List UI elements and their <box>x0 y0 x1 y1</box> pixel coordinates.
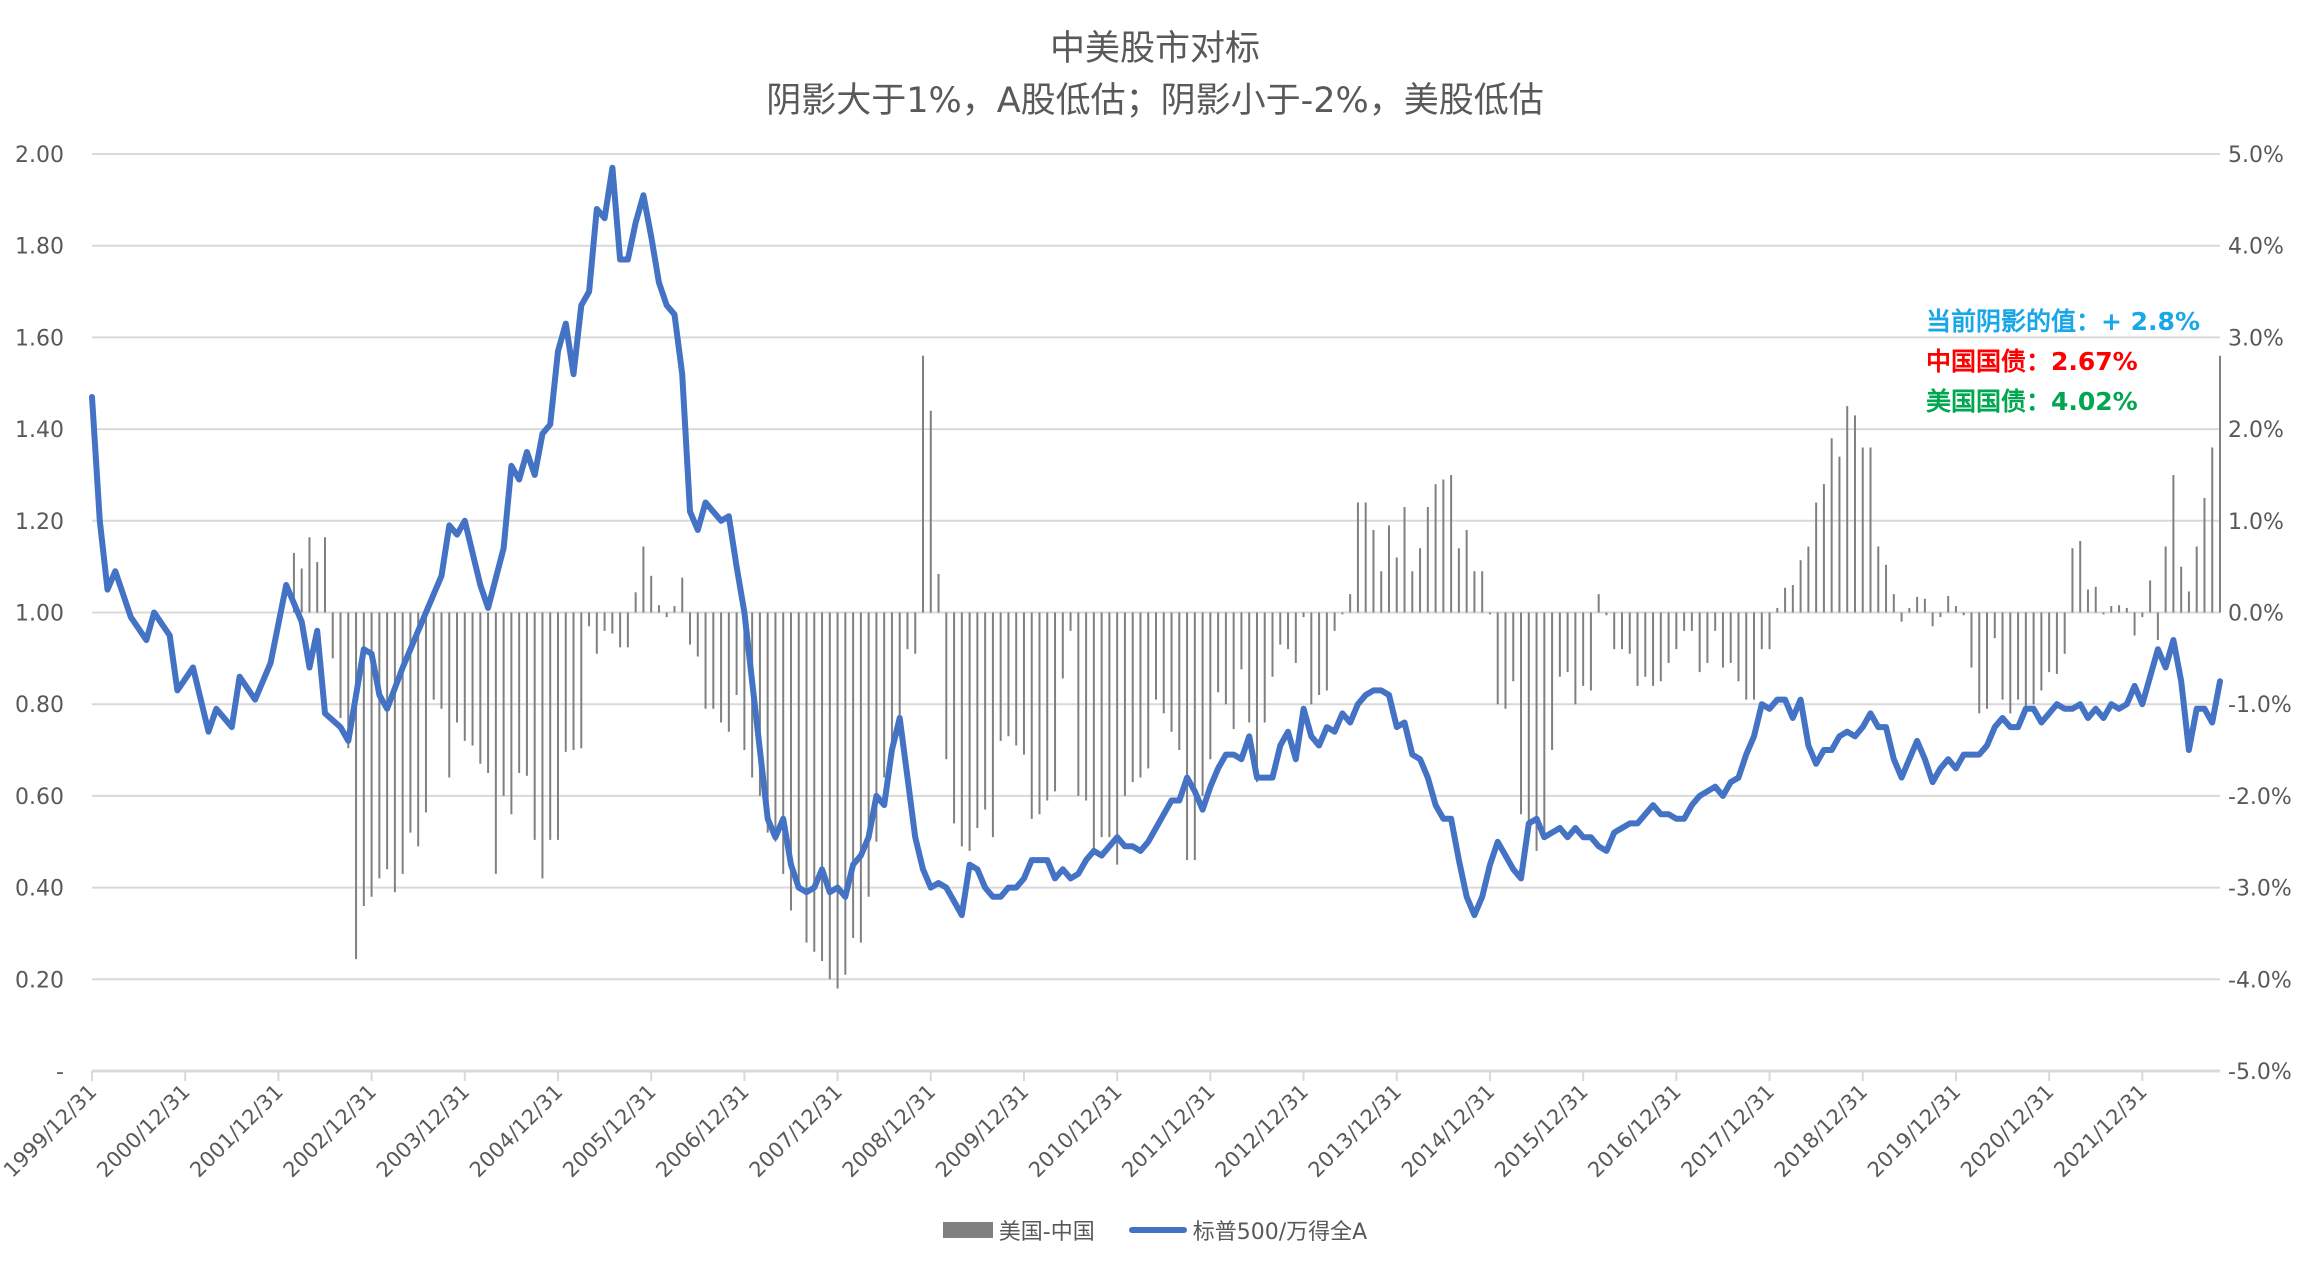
x-tick-label: 2016/12/31 <box>1583 1080 1686 1183</box>
y-left-tick-label: 0.60 <box>15 785 64 810</box>
y-left-tick-label: - <box>56 1060 64 1085</box>
y-left-tick-label: 2.00 <box>15 143 64 168</box>
x-tick-label: 1999/12/31 <box>0 1080 102 1183</box>
legend-label: 美国-中国 <box>998 1220 1095 1245</box>
legend-item-line[interactable]: 标普500/万得全A <box>1128 1214 1368 1246</box>
x-tick-label: 2012/12/31 <box>1211 1080 1314 1183</box>
x-tick-label: 2013/12/31 <box>1304 1080 1407 1183</box>
y-right-tick-label: 2.0% <box>2228 418 2284 443</box>
legend: 美国-中国 标普500/万得全A <box>0 1214 2310 1246</box>
series-line <box>89 164 2223 919</box>
chart-subtitle: 阴影大于1%，A股低估；阴影小于-2%，美股低估 <box>766 81 1544 121</box>
x-tick-label: 2009/12/31 <box>931 1080 1034 1183</box>
x-tick-label: 2010/12/31 <box>1024 1080 1127 1183</box>
x-tick-label: 2014/12/31 <box>1397 1080 1500 1183</box>
x-tick-label: 2017/12/31 <box>1677 1080 1780 1183</box>
y-left-tick-label: 1.80 <box>15 235 64 260</box>
y-right-tick-label: 4.0% <box>2228 235 2284 260</box>
y-right-tick-label: -2.0% <box>2228 785 2292 810</box>
x-tick-label: 2018/12/31 <box>1770 1080 1873 1183</box>
y-left-tick-label: 1.40 <box>15 418 64 443</box>
x-tick-label: 2001/12/31 <box>185 1080 288 1183</box>
x-tick-label: 2004/12/31 <box>465 1080 568 1183</box>
annotation-us-bond: 美国国债：4.02% <box>1926 387 2138 416</box>
x-tick-label: 2002/12/31 <box>279 1080 382 1183</box>
y-right-tick-label: -1.0% <box>2228 693 2292 718</box>
y-left-tick-label: 1.60 <box>15 326 64 351</box>
x-tick-label: 2006/12/31 <box>651 1080 754 1183</box>
y-left-tick-label: 0.40 <box>15 877 64 902</box>
x-tick-label: 2021/12/31 <box>2049 1080 2152 1183</box>
legend-line-swatch <box>1128 1227 1187 1233</box>
y-right-tick-label: 0.0% <box>2228 602 2284 627</box>
legend-item-bars[interactable]: 美国-中国 <box>942 1214 1095 1246</box>
x-tick-label: 2007/12/31 <box>745 1080 848 1183</box>
y-left-tick-label: 1.00 <box>15 602 64 627</box>
x-tick-label: 2008/12/31 <box>838 1080 941 1183</box>
x-tick-label: 2005/12/31 <box>558 1080 661 1183</box>
legend-bar-swatch <box>942 1222 993 1238</box>
y-right-tick-label: 5.0% <box>2228 143 2284 168</box>
x-tick-label: 2015/12/31 <box>1490 1080 1593 1183</box>
y-right-tick-label: -3.0% <box>2228 877 2292 902</box>
annotation-china-bond: 中国国债：2.67% <box>1926 347 2138 376</box>
y-left-tick-label: 0.80 <box>15 693 64 718</box>
y-right-tick-label: 3.0% <box>2228 326 2284 351</box>
annotation-current-shadow: 当前阴影的值：+ 2.8% <box>1926 307 2200 336</box>
chart-title: 中美股市对标 <box>1049 29 1260 69</box>
x-tick-label: 2003/12/31 <box>372 1080 475 1183</box>
x-tick-label: 2020/12/31 <box>1956 1080 2059 1183</box>
y-right-tick-label: -4.0% <box>2228 968 2292 993</box>
y-right-tick-label: 1.0% <box>2228 510 2284 535</box>
y-right-tick-label: -5.0% <box>2228 1060 2292 1085</box>
x-tick-label: 2000/12/31 <box>92 1080 195 1183</box>
x-tick-label: 2011/12/31 <box>1117 1080 1220 1183</box>
y-left-tick-label: 0.20 <box>15 968 64 993</box>
legend-label: 标普500/万得全A <box>1192 1220 1368 1245</box>
y-left-tick-label: 1.20 <box>15 510 64 535</box>
x-tick-label: 2019/12/31 <box>1863 1080 1966 1183</box>
